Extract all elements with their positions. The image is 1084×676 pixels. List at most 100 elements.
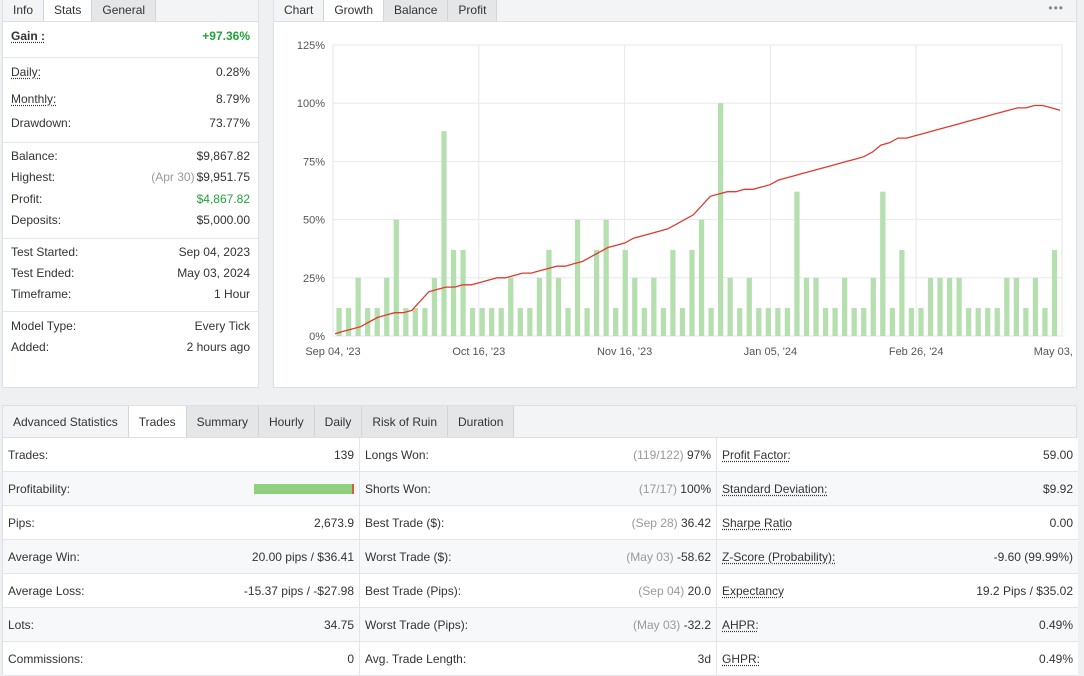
advanced-tabs: Advanced Statistics Trades Summary Hourl… xyxy=(3,406,1076,438)
stat-label-help[interactable]: Expectancy xyxy=(722,583,785,598)
profit-bar xyxy=(765,308,771,336)
stats-row: Profitability: Shorts Won: (17/17) 100% Sta… xyxy=(3,472,1078,506)
info-value-text: $9,951.75 xyxy=(196,170,250,184)
tab-info[interactable]: Info xyxy=(3,0,45,21)
info-value: Every Tick xyxy=(195,319,250,333)
profit-bar xyxy=(679,308,686,336)
profit-bar xyxy=(870,277,876,336)
tab-trades[interactable]: Trades xyxy=(128,406,187,437)
tab-general[interactable]: General xyxy=(92,0,157,21)
stats-cell: Lots: 34.75 xyxy=(3,608,360,641)
stats-cell: Standard Deviation: $9.92 xyxy=(717,472,1078,505)
stats-cell: Pips: 2,673.9 xyxy=(3,506,360,539)
tab-stats[interactable]: Stats xyxy=(44,0,93,21)
stat-label: Lots: xyxy=(8,617,35,632)
info-date: (Apr 30) xyxy=(151,170,195,184)
profit-bar xyxy=(374,308,380,336)
profit-bar xyxy=(689,249,695,336)
stats-cell: AHPR: 0.49% xyxy=(717,608,1078,641)
y-tick-label: 25% xyxy=(303,273,325,285)
stat-label: Average Win: xyxy=(8,549,80,564)
info-row: Added: 2 hours ago xyxy=(11,340,250,354)
info-value: $4,867.82 xyxy=(197,192,250,206)
info-label[interactable]: Monthly: xyxy=(11,92,57,106)
stat-value: 100% xyxy=(680,481,711,496)
profit-bar xyxy=(832,308,838,336)
profit-bar xyxy=(527,308,533,336)
info-row: Monthly: 8.79% xyxy=(11,92,250,106)
profit-bar xyxy=(403,308,409,336)
profit-bar xyxy=(622,249,628,336)
tab-advanced-statistics[interactable]: Advanced Statistics xyxy=(3,406,129,437)
stat-label-help[interactable]: Profit Factor: xyxy=(722,447,791,462)
y-tick-label: 125% xyxy=(297,40,325,52)
stat-label: Longs Won: xyxy=(365,447,429,462)
stats-cell: Expectancy 19.2 Pips / $35.02 xyxy=(717,574,1078,607)
info-row: Daily: 0.28% xyxy=(11,65,250,79)
more-menu-icon[interactable]: ••• xyxy=(1048,1,1064,15)
stat-detail: (May 03) xyxy=(626,549,674,564)
tab-summary[interactable]: Summary xyxy=(186,406,259,437)
tab-growth[interactable]: Growth xyxy=(324,0,385,21)
info-row: Drawdown: 73.77% xyxy=(11,116,250,130)
tab-risk-of-ruin[interactable]: Risk of Ruin xyxy=(362,406,449,437)
info-value-text: 1 Hour xyxy=(213,287,250,301)
stats-cell: Best Trade ($): (Sep 28) 36.42 xyxy=(360,506,717,539)
chart-tabs: Chart Growth Balance Profit xyxy=(274,0,1076,22)
tab-duration[interactable]: Duration xyxy=(448,406,515,437)
profitability-bar xyxy=(254,483,354,494)
profit-bar xyxy=(384,277,390,336)
profit-bar xyxy=(450,249,457,336)
info-value-text: $4,867.82 xyxy=(196,192,250,206)
profit-bar xyxy=(756,308,762,336)
profit-bar xyxy=(861,308,867,336)
tab-chart[interactable]: Chart xyxy=(274,0,325,21)
info-value: $9,867.82 xyxy=(197,149,250,163)
info-value: May 03, 2024 xyxy=(177,266,250,280)
stat-value: 34.75 xyxy=(323,617,354,632)
tab-balance[interactable]: Balance xyxy=(384,0,449,21)
info-label[interactable]: Daily: xyxy=(11,65,42,79)
info-value-text: $9,867.82 xyxy=(196,149,250,163)
info-label: Timeframe: xyxy=(11,287,72,301)
profit-bar xyxy=(498,308,504,336)
tab-hourly[interactable]: Hourly xyxy=(258,406,315,437)
stats-cell: Average Loss: -15.37 pips / -$27.98 xyxy=(3,574,360,607)
stat-label: Trades: xyxy=(8,447,49,462)
info-value: 0.28% xyxy=(216,65,250,79)
profit-bar xyxy=(966,308,972,336)
info-value-text: $5,000.00 xyxy=(196,213,250,227)
profit-bar xyxy=(517,308,523,336)
profit-bar xyxy=(975,308,981,336)
stat-label: Best Trade (Pips): xyxy=(365,583,462,598)
profit-bar xyxy=(431,277,438,336)
stat-value: -15.37 pips / -$27.98 xyxy=(243,583,354,598)
info-value: 8.79% xyxy=(216,92,250,106)
info-value-text: Sep 04, 2023 xyxy=(178,245,250,259)
tab-profit[interactable]: Profit xyxy=(448,0,498,21)
stat-label-help[interactable]: Z-Score (Probability): xyxy=(722,549,836,564)
info-label[interactable]: Gain : xyxy=(11,29,46,43)
info-row: Model Type: Every Tick xyxy=(11,319,250,333)
info-panel: Info Stats General Gain : +97.36% Daily: 0.… xyxy=(2,0,259,388)
stat-label-help[interactable]: GHPR: xyxy=(722,651,761,666)
profit-bar xyxy=(956,277,962,336)
profit-bar xyxy=(555,277,562,336)
stat-label-help[interactable]: AHPR: xyxy=(722,617,759,632)
profit-bar xyxy=(708,308,714,336)
tab-daily[interactable]: Daily xyxy=(314,406,363,437)
info-value-text: +97.36% xyxy=(202,29,250,43)
info-value: 2 hours ago xyxy=(187,340,250,354)
info-row: Profit: $4,867.82 xyxy=(11,192,250,206)
profit-bar xyxy=(775,308,781,336)
stats-row: Commissions: 0 Avg. Trade Length: 3d GHPR: 0… xyxy=(3,642,1078,676)
profit-bar xyxy=(641,308,647,336)
info-value-text: 2 hours ago xyxy=(186,340,250,354)
stats-cell: Sharpe Ratio 0.00 xyxy=(717,506,1078,539)
info-row: Highest: (Apr 30) $9,951.75 xyxy=(11,170,250,184)
y-tick-label: 100% xyxy=(297,98,325,110)
stat-detail: (Sep 28) xyxy=(631,515,678,530)
stat-label-help[interactable]: Standard Deviation: xyxy=(722,481,828,496)
stat-label-help[interactable]: Sharpe Ratio xyxy=(722,515,793,530)
info-value: 1 Hour xyxy=(214,287,250,301)
